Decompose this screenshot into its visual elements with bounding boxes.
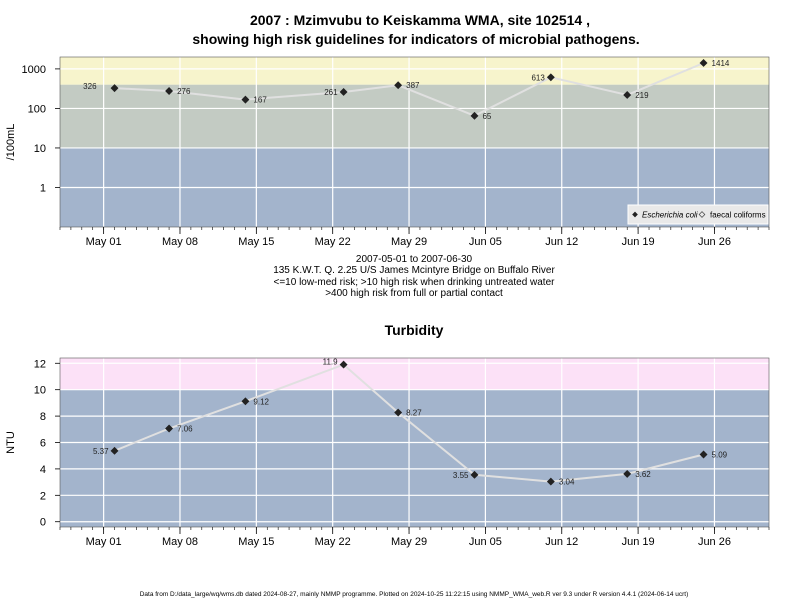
subtitle-date-range: 2007-05-01 to 2007-06-30 (356, 254, 473, 265)
x-tick-label: May 22 (315, 236, 351, 248)
risk-band (60, 389, 769, 527)
subtitle-risk-drinking: <=10 low-med risk; >10 high risk when dr… (274, 277, 556, 288)
data-label: 1414 (712, 59, 730, 68)
y-tick-label: 0 (40, 517, 46, 529)
y-tick-label: 10 (34, 385, 46, 397)
data-label: 9.12 (253, 397, 269, 406)
x-tick-label: May 29 (391, 236, 427, 248)
y-tick-label: 4 (40, 464, 46, 476)
data-point (339, 360, 348, 369)
x-tick-label: Jun 05 (469, 236, 502, 248)
x-tick-label: May 29 (391, 536, 427, 548)
x-tick-label: May 15 (238, 236, 274, 248)
risk-band (60, 57, 769, 85)
x-tick-label: Jun 26 (698, 236, 731, 248)
data-label: 3.55 (453, 471, 469, 480)
data-label: 326 (83, 82, 97, 91)
x-tick-label: Jun 05 (469, 536, 502, 548)
subtitle-site: 135 K.W.T. Q. 2.25 U/S James Mcintyre Br… (273, 265, 555, 276)
legend-label-ecoli: Escherichia coli (642, 211, 698, 220)
data-label: 261 (324, 88, 338, 97)
y-tick-label: 1 (40, 182, 46, 194)
x-tick-label: May 08 (162, 536, 198, 548)
y-axis-label: /100mL (5, 124, 17, 161)
x-tick-label: May 01 (86, 536, 122, 548)
chart-title-line1: 2007 : Mzimvubu to Keiskamma WMA, site 1… (250, 12, 590, 28)
data-label: 219 (635, 91, 649, 100)
legend-marker-ecoli (632, 211, 638, 218)
x-tick-label: May 15 (238, 536, 274, 548)
y-axis-label: NTU (5, 431, 17, 454)
data-label: 167 (253, 96, 267, 105)
data-point (110, 84, 119, 93)
legend-box (627, 204, 769, 225)
y-tick-label: 12 (34, 358, 46, 370)
data-point (394, 408, 403, 417)
data-label: 5.37 (93, 447, 109, 456)
data-point (241, 95, 250, 104)
y-tick-label: 2 (40, 490, 46, 502)
microbial-panel: 1 10 100 1000/100mL May 01 May 08 May 15 May 22… (5, 56, 770, 248)
x-tick-label: Jun 12 (545, 536, 578, 548)
x-tick-label: Jun 19 (622, 536, 655, 548)
legend-label-faecal: faecal coliforms (710, 211, 766, 220)
x-tick-label: Jun 19 (622, 236, 655, 248)
risk-band (60, 84, 769, 148)
data-point (165, 424, 174, 433)
data-label: 613 (531, 73, 545, 82)
data-point (165, 87, 174, 95)
x-tick-label: Jun 12 (545, 236, 578, 248)
x-tick-label: May 22 (315, 536, 351, 548)
plot-frame (59, 56, 770, 228)
data-point (241, 397, 250, 406)
data-label: 3.62 (635, 470, 651, 479)
y-tick-label: 10 (34, 143, 46, 155)
turbidity-title: Turbidity (385, 322, 444, 338)
y-tick-label: 1000 (22, 64, 46, 76)
legend-marker-faecal (698, 211, 706, 218)
data-label: 11.9 (323, 358, 339, 367)
y-tick-label: 100 (28, 103, 46, 115)
data-label: 5.09 (712, 451, 728, 460)
data-label: 3.04 (559, 478, 575, 487)
data-label: 65 (482, 112, 491, 121)
data-label: 7.06 (177, 425, 193, 434)
data-label: 8.27 (406, 409, 422, 418)
data-label: 387 (406, 81, 420, 90)
footer-note: Data from D:/data_large/wq/wms.db dated … (140, 591, 689, 598)
y-tick-label: 6 (40, 438, 46, 450)
subtitle-risk-contact: >400 high risk from full or partial cont… (325, 288, 503, 299)
chart-title-line2: showing high risk guidelines for indicat… (192, 31, 639, 47)
data-label: 276 (177, 87, 191, 96)
y-tick-label: 8 (40, 411, 46, 423)
turbidity-panel: 0 2 4 6 8 10 12 NTU May 01 May 08 May 15 May 22 May … (5, 358, 770, 548)
data-point (470, 470, 479, 479)
x-tick-label: May 08 (162, 236, 198, 248)
x-tick-label: May 01 (86, 236, 122, 248)
x-tick-label: Jun 26 (698, 536, 731, 548)
